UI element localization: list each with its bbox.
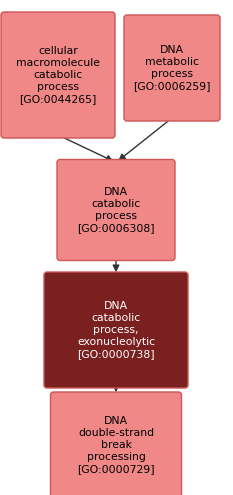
FancyBboxPatch shape — [51, 392, 182, 495]
Text: DNA
metabolic
process
[GO:0006259]: DNA metabolic process [GO:0006259] — [133, 45, 211, 91]
FancyBboxPatch shape — [1, 12, 115, 138]
FancyBboxPatch shape — [124, 15, 220, 121]
Text: cellular
macromolecule
catabolic
process
[GO:0044265]: cellular macromolecule catabolic process… — [16, 46, 100, 104]
Text: DNA
catabolic
process
[GO:0006308]: DNA catabolic process [GO:0006308] — [77, 187, 155, 233]
FancyBboxPatch shape — [44, 272, 188, 388]
Text: DNA
catabolic
process,
exonucleolytic
[GO:0000738]: DNA catabolic process, exonucleolytic [G… — [77, 301, 155, 359]
Text: DNA
double-strand
break
processing
[GO:0000729]: DNA double-strand break processing [GO:0… — [77, 416, 155, 474]
FancyBboxPatch shape — [57, 159, 175, 260]
